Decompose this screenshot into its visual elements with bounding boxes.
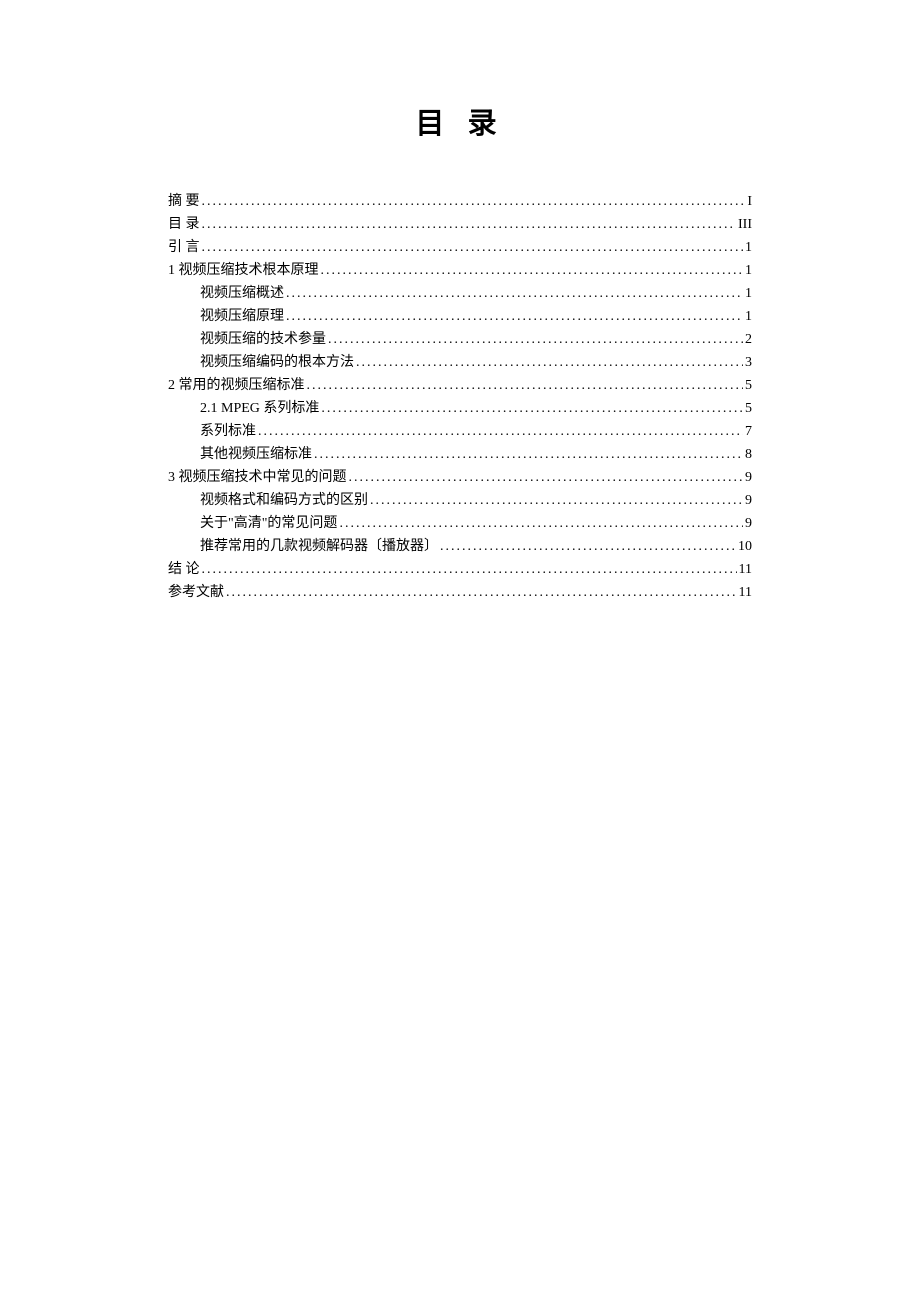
toc-leader-dots	[321, 259, 744, 282]
toc-entry-label: 其他视频压缩标准	[200, 443, 312, 466]
toc-entry: 目 录 III	[168, 213, 752, 236]
toc-entry-label: 视频格式和编码方式的区别	[200, 489, 368, 512]
toc-leader-dots	[202, 213, 737, 236]
toc-entry-label: 3 视频压缩技术中常见的问题	[168, 466, 347, 489]
toc-leader-dots	[356, 351, 743, 374]
toc-entry-label: 摘 要	[168, 190, 200, 213]
toc-entry-page: 10	[738, 535, 752, 558]
toc-entry-label: 视频压缩概述	[200, 282, 284, 305]
page-title: 目 录	[168, 100, 752, 142]
toc-leader-dots	[258, 420, 743, 443]
toc-entry: 1 视频压缩技术根本原理 1	[168, 259, 752, 282]
toc-entry-page: 2	[745, 328, 752, 351]
toc-entry: 视频压缩原理 1	[168, 305, 752, 328]
toc-leader-dots	[314, 443, 743, 466]
toc-leader-dots	[286, 282, 743, 305]
toc-entry: 视频压缩概述 1	[168, 282, 752, 305]
toc-entry-label: 推荐常用的几款视频解码器〔播放器〕	[200, 535, 438, 558]
toc-leader-dots	[349, 466, 744, 489]
toc-leader-dots	[339, 512, 743, 535]
toc-leader-dots	[440, 535, 736, 558]
toc-entry-label: 视频压缩编码的根本方法	[200, 351, 354, 374]
toc-entry: 其他视频压缩标准 8	[168, 443, 752, 466]
toc-entry-label: 参考文献	[168, 581, 224, 604]
toc-leader-dots	[202, 558, 737, 581]
toc-entry: 参考文献 11	[168, 581, 752, 604]
toc-entry: 结 论 11	[168, 558, 752, 581]
toc-entry-page: 3	[745, 351, 752, 374]
toc-entry: 摘 要I	[168, 190, 752, 213]
toc-entry: 引 言 1	[168, 236, 752, 259]
toc-entry: 视频压缩编码的根本方法 3	[168, 351, 752, 374]
toc-entry-page: 5	[745, 397, 752, 420]
toc-entry-page: 1	[745, 236, 752, 259]
toc-entry: 系列标准 7	[168, 420, 752, 443]
toc-entry-page: 5	[745, 374, 752, 397]
toc-entry-page: 11	[739, 558, 752, 581]
toc-entry-label: 系列标准	[200, 420, 256, 443]
toc-leader-dots	[226, 581, 737, 604]
toc-entry-page: 8	[745, 443, 752, 466]
toc-leader-dots	[370, 489, 743, 512]
toc-entry-page: 7	[745, 420, 752, 443]
toc-entry-label: 关于"高清"的常见问题	[200, 512, 337, 535]
toc-entry-label: 2 常用的视频压缩标准	[168, 374, 305, 397]
toc-entry: 关于"高清"的常见问题 9	[168, 512, 752, 535]
toc-entry-page: 9	[745, 466, 752, 489]
toc-entry-label: 目 录	[168, 213, 200, 236]
toc-entry: 3 视频压缩技术中常见的问题 9	[168, 466, 752, 489]
toc-leader-dots	[202, 190, 746, 213]
toc-entry: 2.1 MPEG 系列标准 5	[168, 397, 752, 420]
toc-entry-page: 9	[745, 489, 752, 512]
toc-entry-page: III	[738, 213, 752, 236]
toc-leader-dots	[307, 374, 744, 397]
toc-entry-page: 1	[745, 282, 752, 305]
toc-entry: 2 常用的视频压缩标准 5	[168, 374, 752, 397]
toc-entry: 推荐常用的几款视频解码器〔播放器〕 10	[168, 535, 752, 558]
table-of-contents: 摘 要I目 录III引 言11 视频压缩技术根本原理1视频压缩概述1视频压缩原理…	[168, 190, 752, 604]
toc-leader-dots	[202, 236, 744, 259]
toc-entry-page: 9	[745, 512, 752, 535]
toc-entry-label: 结 论	[168, 558, 200, 581]
toc-entry-label: 1 视频压缩技术根本原理	[168, 259, 319, 282]
toc-entry-page: 1	[745, 305, 752, 328]
toc-entry-page: I	[747, 190, 752, 213]
toc-entry-page: 11	[739, 581, 752, 604]
toc-entry-page: 1	[745, 259, 752, 282]
toc-entry-label: 引 言	[168, 236, 200, 259]
toc-leader-dots	[286, 305, 743, 328]
toc-entry-label: 视频压缩原理	[200, 305, 284, 328]
toc-entry-label: 2.1 MPEG 系列标准	[200, 397, 319, 420]
toc-entry: 视频格式和编码方式的区别 9	[168, 489, 752, 512]
toc-leader-dots	[321, 397, 743, 420]
toc-leader-dots	[328, 328, 743, 351]
toc-entry-label: 视频压缩的技术参量	[200, 328, 326, 351]
toc-entry: 视频压缩的技术参量 2	[168, 328, 752, 351]
